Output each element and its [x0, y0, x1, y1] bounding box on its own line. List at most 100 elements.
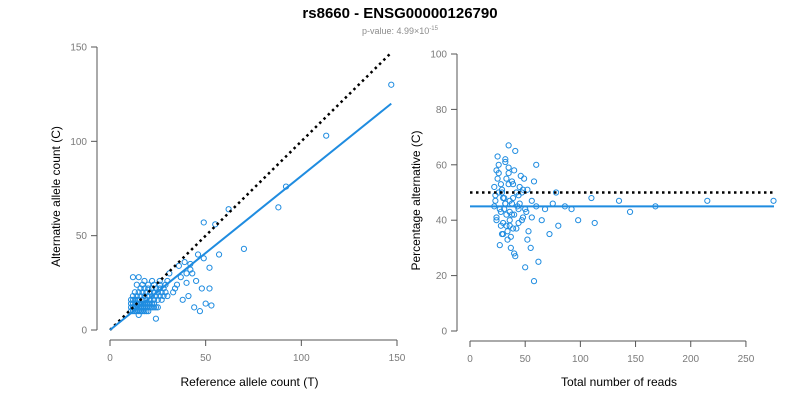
data-point [525, 228, 532, 235]
data-point [166, 270, 173, 277]
data-point [515, 219, 522, 227]
x-tick-label: 150 [627, 354, 644, 365]
data-point [555, 222, 562, 229]
data-point [171, 285, 179, 292]
data-point [185, 292, 192, 300]
data-point [513, 225, 520, 232]
data-point [208, 302, 215, 309]
data-point [141, 277, 148, 285]
data-point [519, 186, 527, 193]
data-point [498, 230, 506, 238]
data-point [215, 251, 223, 258]
data-point [530, 178, 538, 185]
data-point [156, 277, 163, 285]
data-point [494, 175, 501, 182]
data-point [516, 183, 523, 191]
x-axis-label: Total number of reads [561, 375, 677, 389]
data-point [512, 147, 519, 155]
data-point [323, 132, 330, 139]
data-point [206, 264, 213, 271]
data-point [626, 208, 634, 215]
data-point [503, 222, 510, 229]
data-point [493, 217, 500, 224]
data-point [507, 244, 514, 251]
data-point [177, 274, 184, 281]
data-point [507, 233, 514, 240]
data-point [129, 296, 137, 303]
data-point [591, 219, 598, 227]
data-point [530, 278, 538, 285]
data-point [183, 270, 190, 277]
fit-line [109, 102, 392, 331]
data-point [512, 253, 519, 260]
data-point [615, 197, 623, 204]
data-point [194, 251, 202, 258]
data-point [503, 211, 510, 218]
data-point [506, 217, 513, 224]
data-point [588, 194, 595, 202]
data-point [502, 158, 509, 166]
data-point [175, 262, 182, 269]
y-tick-label: 50 [76, 231, 88, 242]
data-point [517, 172, 524, 179]
y-tick-label: 40 [436, 216, 448, 227]
data-point [179, 296, 186, 303]
data-point [509, 225, 517, 232]
data-point [502, 156, 509, 163]
data-point [505, 142, 512, 149]
data-point [495, 161, 502, 168]
data-point [135, 274, 142, 281]
data-point [198, 285, 205, 292]
y-tick-label: 150 [70, 43, 87, 54]
data-point [156, 281, 163, 288]
data-point [150, 300, 158, 307]
data-point [505, 181, 512, 188]
data-point [129, 274, 137, 281]
allele-count-scatter-plot: 0 50 100 150 Reference allele count (T) 0 50 10… [49, 43, 406, 390]
y-tick-label: 0 [441, 327, 447, 338]
data-point [500, 194, 507, 202]
y-tick-label: 60 [436, 160, 448, 171]
data-point [496, 242, 503, 249]
data-point [504, 228, 511, 235]
data-point [506, 208, 513, 215]
data-point [139, 300, 146, 307]
data-point [133, 281, 140, 288]
y-tick-label: 0 [81, 326, 87, 337]
data-point [509, 181, 517, 188]
data-point [154, 304, 161, 311]
data-point [206, 285, 213, 292]
data-point [770, 197, 777, 204]
data-point [509, 194, 517, 202]
data-point [498, 189, 506, 196]
data-point [492, 197, 499, 204]
data-point [181, 258, 188, 266]
data-point [504, 236, 511, 243]
data-point [191, 304, 198, 311]
y-tick-label: 100 [70, 137, 87, 148]
data-point [135, 311, 142, 319]
x-tick-label: 200 [682, 354, 699, 365]
data-point [511, 211, 518, 218]
x-tick-label: 50 [520, 354, 532, 365]
data-point [148, 277, 156, 285]
data-point [200, 219, 207, 226]
data-point [497, 181, 505, 188]
data-point [131, 289, 138, 296]
y-tick-label: 20 [436, 271, 448, 282]
data-point [152, 315, 160, 322]
reference-line [109, 51, 393, 331]
data-point [520, 175, 528, 182]
data-point [202, 300, 209, 307]
data-point [546, 230, 553, 238]
y-axis-label: Alternative allele count (C) [49, 126, 63, 267]
data-point [528, 197, 535, 204]
data-point [494, 153, 501, 160]
data-point [527, 244, 534, 251]
x-tick-label: 150 [389, 353, 406, 364]
data-point [524, 236, 531, 243]
data-point [189, 270, 196, 277]
pvalue-label: p-value: 4.99×10-15 [362, 26, 439, 36]
data-point [523, 208, 530, 215]
